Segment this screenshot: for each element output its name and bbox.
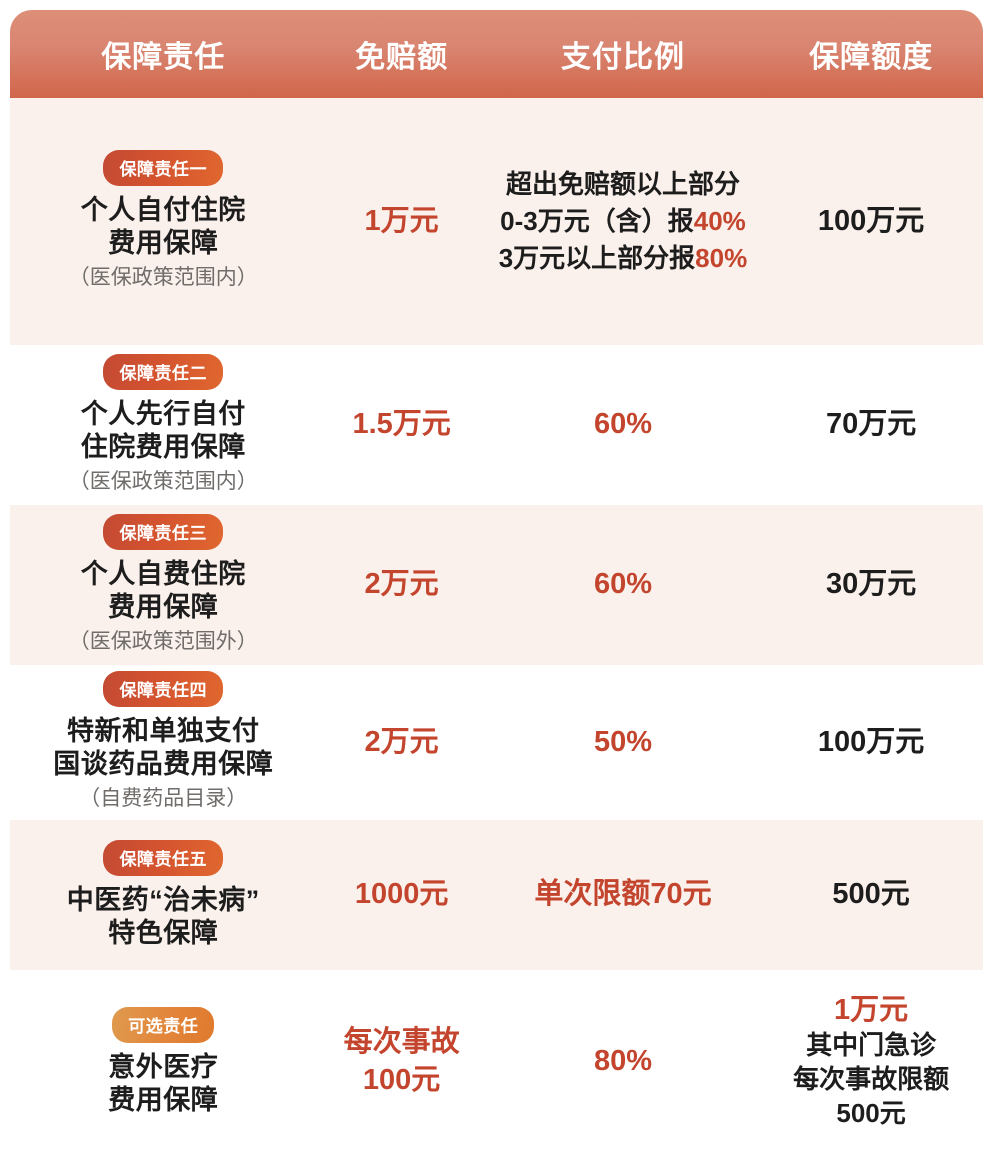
coverage-amount-sub3: 500元 (836, 1097, 906, 1128)
liability-title-line1: 特新和单独支付 (66, 716, 260, 747)
ratio-line-2: 0-3万元（含）报40% (500, 203, 746, 240)
table-row: 保障责任五 中医药“治未病” 特色保障 1000元 单次限额70元 500元 (10, 820, 983, 970)
deductible-value: 2万元 (364, 725, 439, 758)
column-header-coverage-amount: 保障额度 (809, 41, 934, 74)
coverage-amount-cell: 100万元 (759, 199, 983, 244)
liability-title-line2: 费用保障 (108, 228, 219, 259)
liability-title-line1: 中医药“治未病” (66, 885, 260, 916)
liability-badge: 保障责任二 (103, 353, 223, 390)
table-row: 保障责任一 个人自付住院 费用保障 （医保政策范围内） 1万元 超出免赔额以上部… (10, 98, 983, 345)
column-header-liability: 保障责任 (101, 41, 226, 74)
coverage-amount-cell: 30万元 (759, 562, 983, 607)
ratio-line-2-highlight: 40% (693, 206, 746, 237)
payment-ratio-cell: 50% (487, 720, 759, 765)
table-row: 可选责任 意外医疗 费用保障 每次事故 100元 80% 1万元 其中门急诊 每… (10, 970, 983, 1153)
table-header-row: 保障责任 免赔额 支付比例 保障额度 (10, 10, 983, 98)
deductible-value-line1: 每次事故 (343, 1026, 460, 1059)
ratio-line-2-text: 0-3万元（含）报 (500, 206, 694, 237)
deductible-cell: 2万元 (316, 562, 486, 607)
liability-title-line2: 费用保障 (108, 1084, 219, 1115)
ratio-line-3-highlight: 80% (695, 242, 748, 273)
liability-title-line2: 国谈药品费用保障 (53, 749, 274, 780)
liability-title-line2: 费用保障 (108, 591, 219, 622)
deductible-cell: 每次事故 100元 (316, 1020, 486, 1102)
payment-ratio-value: 60% (593, 568, 652, 601)
liability-cell: 保障责任三 个人自费住院 费用保障 （医保政策范围外） (10, 510, 316, 660)
table-row: 保障责任二 个人先行自付 住院费用保障 （医保政策范围内） 1.5万元 60% … (10, 345, 983, 505)
deductible-value-line2: 100元 (362, 1063, 441, 1096)
liability-cell: 保障责任一 个人自付住院 费用保障 （医保政策范围内） (10, 146, 316, 296)
deductible-value: 2万元 (364, 568, 439, 601)
liability-note: （自费药品目录） (79, 787, 248, 811)
deductible-cell: 2万元 (316, 720, 486, 765)
ratio-line-1-text: 超出免赔额以上部分 (505, 169, 740, 200)
ratio-line-3: 3万元以上部分报80% (499, 240, 748, 277)
coverage-amount-value: 100万元 (817, 204, 925, 237)
liability-title-line1: 意外医疗 (108, 1051, 219, 1082)
coverage-amount-cell: 1万元 其中门急诊 每次事故限额 500元 (759, 988, 983, 1135)
liability-badge-optional: 可选责任 (112, 1006, 215, 1043)
coverage-amount-value: 1万元 (834, 994, 909, 1027)
column-header-payment-ratio: 支付比例 (560, 41, 685, 74)
table-row: 保障责任三 个人自费住院 费用保障 （医保政策范围外） 2万元 60% 30万元 (10, 505, 983, 665)
payment-ratio-cell: 超出免赔额以上部分 0-3万元（含）报40% 3万元以上部分报80% (487, 162, 759, 281)
deductible-value: 1.5万元 (352, 408, 451, 441)
payment-ratio-value: 50% (593, 725, 652, 758)
deductible-cell: 1万元 (316, 199, 486, 244)
liability-title-line1: 个人自费住院 (80, 558, 246, 589)
column-header-deductible: 免赔额 (355, 41, 449, 74)
table-row: 保障责任四 特新和单独支付 国谈药品费用保障 （自费药品目录） 2万元 50% … (10, 665, 983, 820)
liability-note: （医保政策范围外） (68, 629, 258, 653)
deductible-value: 1万元 (364, 204, 439, 237)
liability-badge: 保障责任四 (103, 671, 223, 708)
ratio-line-1: 超出免赔额以上部分 (506, 166, 740, 203)
coverage-amount-cell: 70万元 (759, 402, 983, 447)
payment-ratio-value: 80% (593, 1044, 652, 1077)
coverage-amount-value: 500元 (832, 878, 910, 911)
coverage-amount-sub1: 其中门急诊 (806, 1030, 937, 1061)
liability-title-line2: 特色保障 (108, 918, 219, 948)
liability-badge: 保障责任一 (103, 150, 223, 187)
deductible-cell: 1.5万元 (316, 402, 486, 447)
coverage-amount-value: 100万元 (817, 725, 925, 758)
liability-note: （医保政策范围内） (68, 469, 258, 493)
liability-title-line2: 住院费用保障 (80, 431, 246, 462)
liability-title-line1: 个人先行自付 (80, 398, 246, 429)
liability-cell: 保障责任五 中医药“治未病” 特色保障 (10, 836, 316, 954)
liability-cell: 可选责任 意外医疗 费用保障 (10, 1003, 316, 1121)
payment-ratio-value: 60% (593, 408, 652, 441)
coverage-amount-cell: 500元 (759, 872, 983, 917)
liability-cell: 保障责任二 个人先行自付 住院费用保障 （医保政策范围内） (10, 350, 316, 500)
coverage-amount-cell: 100万元 (759, 720, 983, 765)
liability-note: （医保政策范围内） (68, 266, 258, 290)
deductible-value: 1000元 (354, 878, 449, 911)
coverage-amount-sub2: 每次事故限额 (793, 1064, 950, 1095)
coverage-amount-value: 70万元 (825, 408, 917, 441)
payment-ratio-cell: 单次限额70元 (487, 872, 759, 917)
payment-ratio-cell: 60% (487, 562, 759, 607)
liability-badge: 保障责任三 (103, 513, 223, 550)
payment-ratio-value: 单次限额70元 (534, 878, 712, 911)
liability-title-line1: 个人自付住院 (80, 195, 246, 226)
coverage-amount-value: 30万元 (825, 568, 917, 601)
payment-ratio-cell: 80% (487, 1039, 759, 1084)
deductible-cell: 1000元 (316, 872, 486, 917)
liability-cell: 保障责任四 特新和单独支付 国谈药品费用保障 （自费药品目录） (10, 667, 316, 817)
payment-ratio-cell: 60% (487, 402, 759, 447)
liability-badge: 保障责任五 (103, 840, 223, 877)
ratio-line-3-text: 3万元以上部分报 (498, 242, 696, 273)
